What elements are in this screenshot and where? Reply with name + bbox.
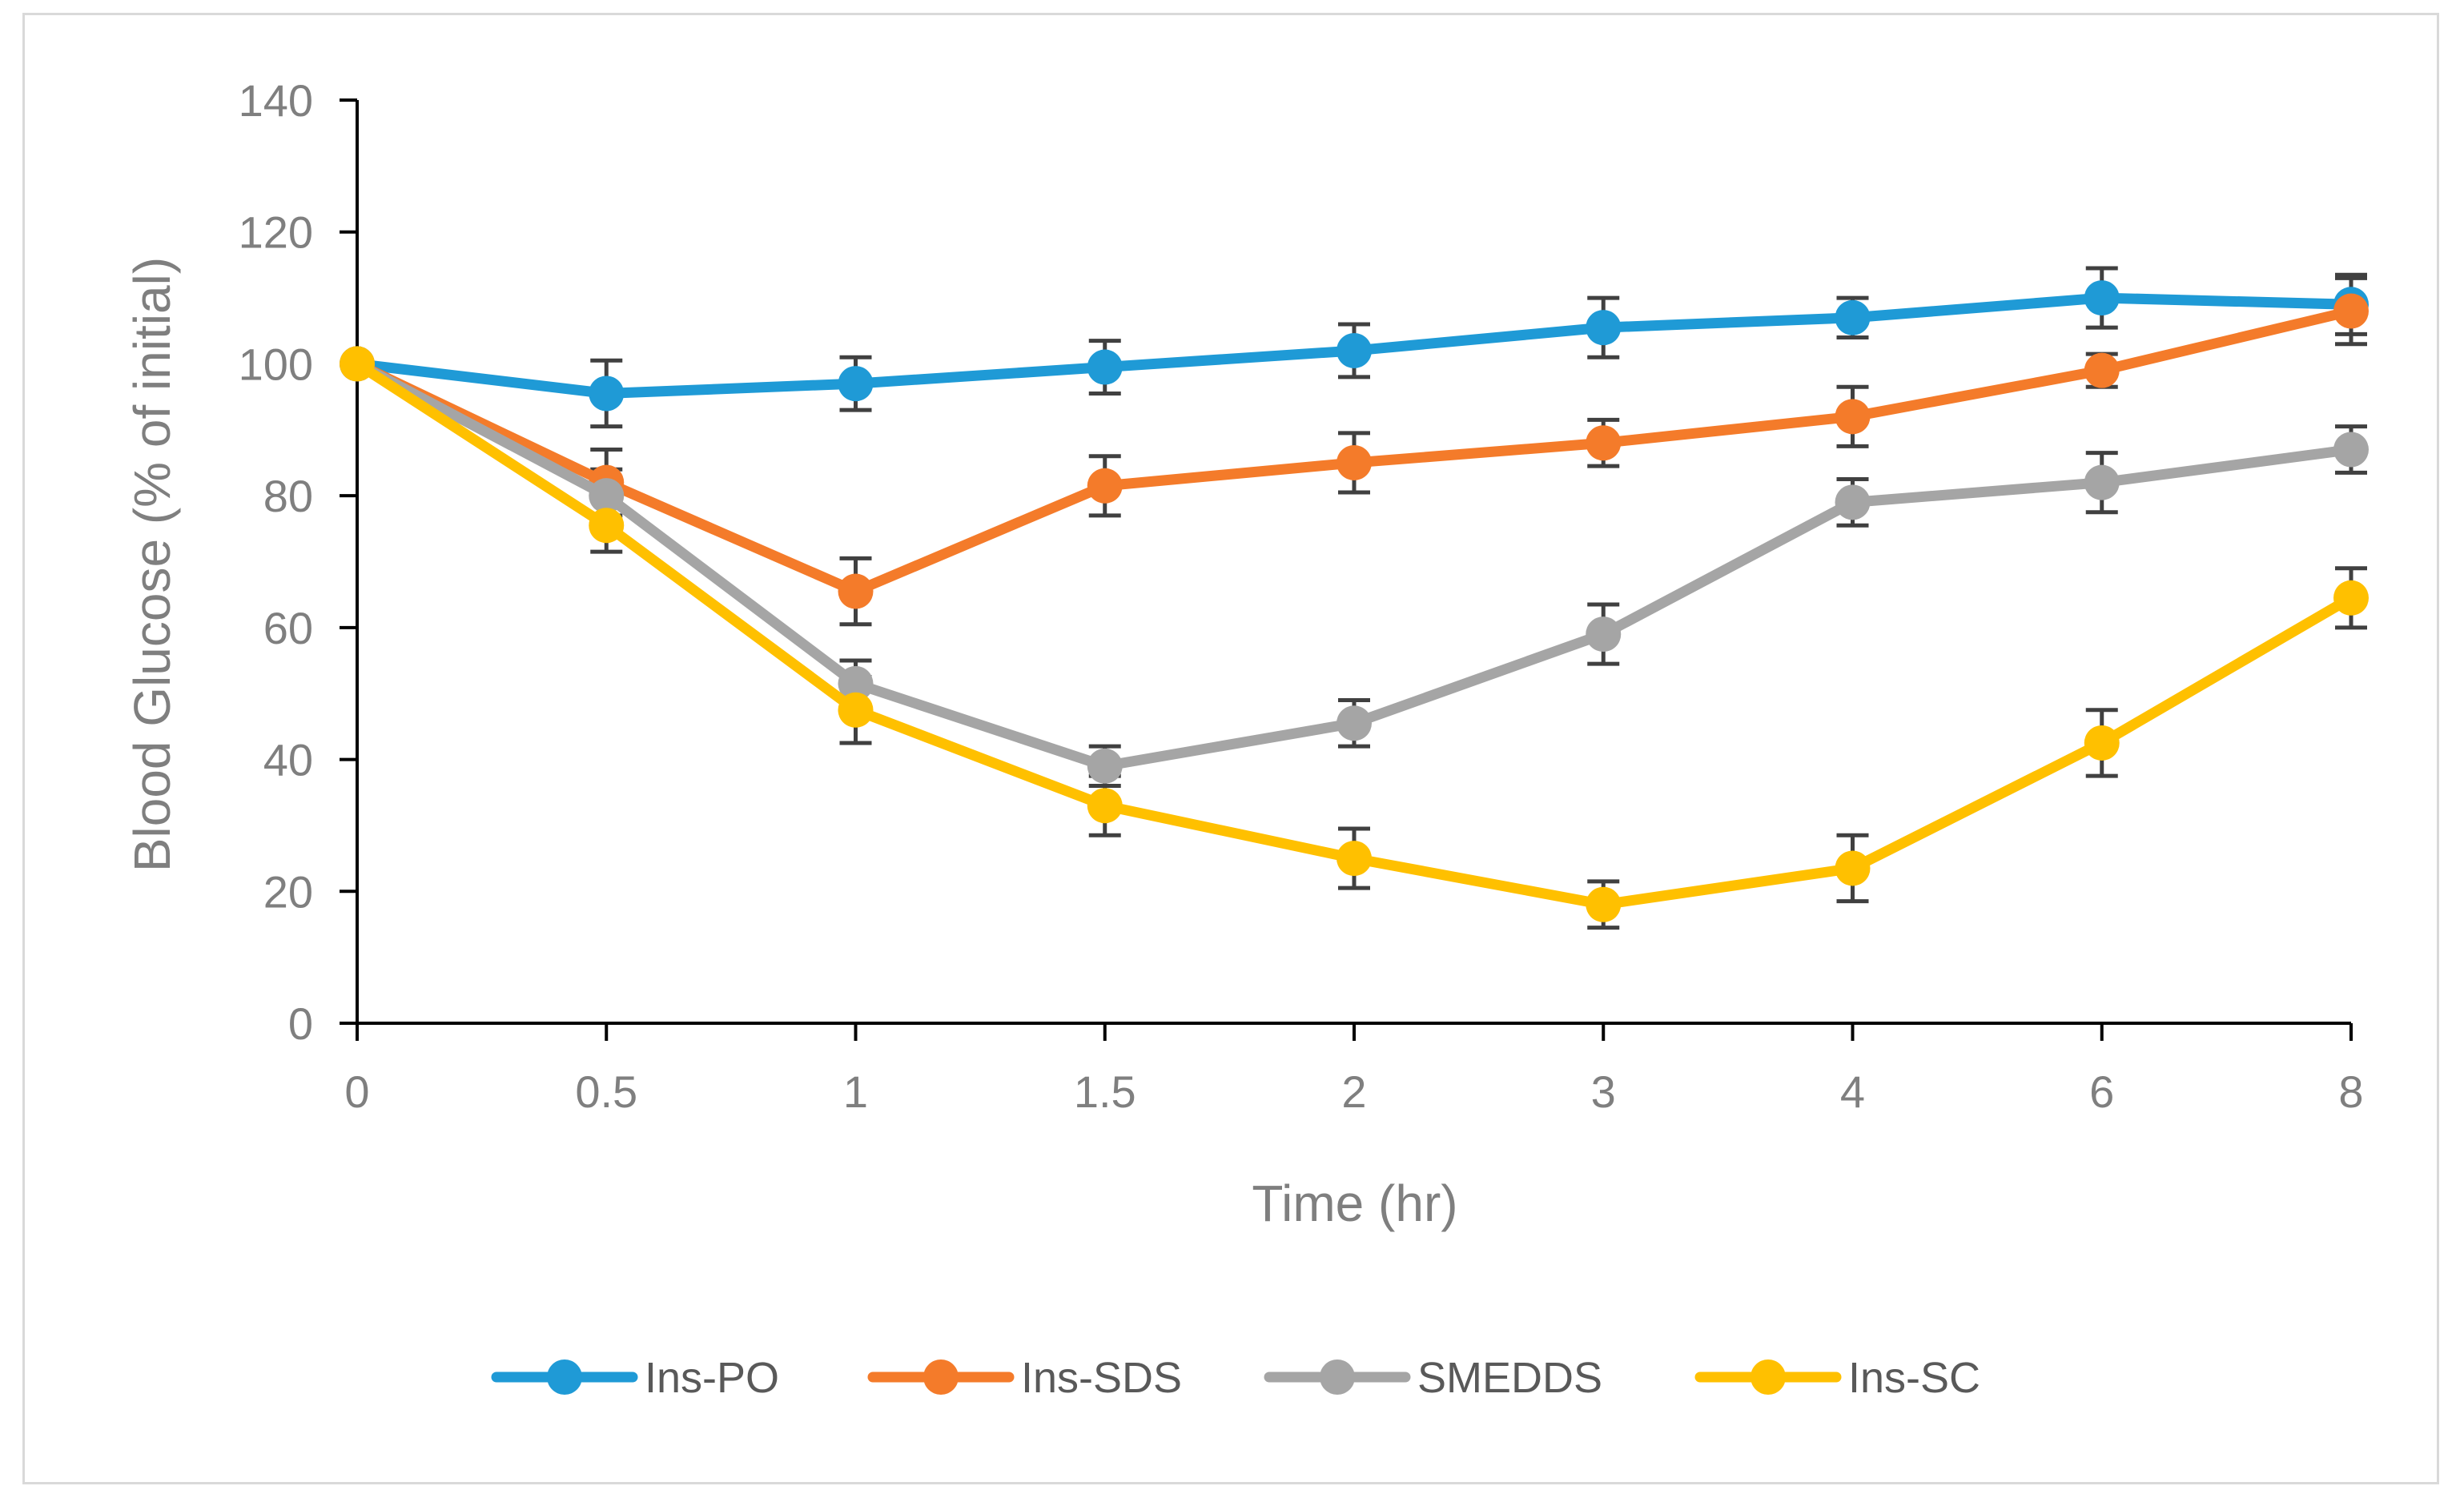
data-point <box>2084 725 2120 761</box>
data-point <box>1087 748 1123 784</box>
x-tick-label: 0 <box>344 1066 369 1117</box>
series-ins-sc <box>340 346 2369 922</box>
data-point <box>1087 349 1123 385</box>
series-ins-po <box>340 280 2369 412</box>
axes: 0 20 40 60 80 100 120 140 0 0.5 1 1.5 2 3 4 6 8 <box>239 75 2364 1117</box>
data-point <box>1087 468 1123 504</box>
legend-marker <box>547 1359 582 1395</box>
series-smedds <box>340 346 2369 784</box>
legend-item-ins-sc: Ins-SC <box>1694 1354 1980 1402</box>
legend-label: SMEDDS <box>1417 1354 1602 1402</box>
data-point <box>1835 399 1871 435</box>
x-tick-label: 8 <box>2338 1066 2363 1117</box>
data-point <box>340 346 375 382</box>
data-point <box>1337 705 1372 741</box>
legend-label: Ins-SC <box>1848 1354 1980 1402</box>
data-point <box>2084 280 2120 316</box>
data-point <box>838 665 874 701</box>
data-point <box>2084 352 2120 388</box>
legend-item-smedds: SMEDDS <box>1264 1354 1602 1402</box>
data-point <box>589 478 625 514</box>
x-axis-title: Time (hr) <box>1252 1175 1457 1232</box>
y-tick-label: 80 <box>263 471 313 521</box>
legend-item-ins-po: Ins-PO <box>491 1354 779 1402</box>
data-point <box>1586 425 1622 461</box>
legend-label: Ins-PO <box>645 1354 779 1402</box>
y-axis-title: Blood Glucose (% of initial) <box>123 257 181 872</box>
data-point <box>1586 616 1622 653</box>
data-point <box>589 508 625 544</box>
x-tick-label: 1.5 <box>1074 1066 1136 1117</box>
data-point <box>1337 444 1372 480</box>
legend: Ins-PO Ins-SDS SMEDDS Ins-SC <box>491 1354 1980 1402</box>
data-point <box>2084 464 2120 500</box>
data-point <box>1087 788 1123 824</box>
y-tick-label: 140 <box>239 75 313 126</box>
data-point <box>2333 293 2369 329</box>
data-point <box>838 573 874 609</box>
x-tick-label: 4 <box>1840 1066 1865 1117</box>
data-point <box>2333 432 2369 468</box>
data-point <box>838 366 874 402</box>
data-point <box>2333 580 2369 616</box>
data-point <box>838 692 874 728</box>
data-point <box>1586 310 1622 346</box>
series-group <box>340 280 2369 922</box>
data-point <box>1835 484 1871 520</box>
y-tick-label: 20 <box>263 866 313 917</box>
x-tick-label: 6 <box>2089 1066 2114 1117</box>
y-tick-label: 100 <box>239 339 313 389</box>
legend-marker <box>923 1359 959 1395</box>
y-tick-label: 60 <box>263 603 313 653</box>
x-tick-label: 2 <box>1341 1066 1366 1117</box>
legend-label: Ins-SDS <box>1021 1354 1182 1402</box>
legend-marker <box>1320 1359 1355 1395</box>
data-point <box>1835 299 1871 335</box>
legend-item-ins-sds: Ins-SDS <box>867 1354 1182 1402</box>
data-point <box>589 376 625 412</box>
y-tick-label: 120 <box>239 207 313 258</box>
data-point <box>1337 841 1372 877</box>
data-point <box>1835 850 1871 886</box>
data-point <box>1337 332 1372 368</box>
x-tick-label: 1 <box>843 1066 868 1117</box>
data-point <box>1586 886 1622 922</box>
y-tick-label: 40 <box>263 735 313 785</box>
y-tick-label: 0 <box>288 998 313 1049</box>
x-tick-label: 0.5 <box>575 1066 637 1117</box>
legend-marker <box>1751 1359 1786 1395</box>
x-tick-label: 3 <box>1591 1066 1616 1117</box>
